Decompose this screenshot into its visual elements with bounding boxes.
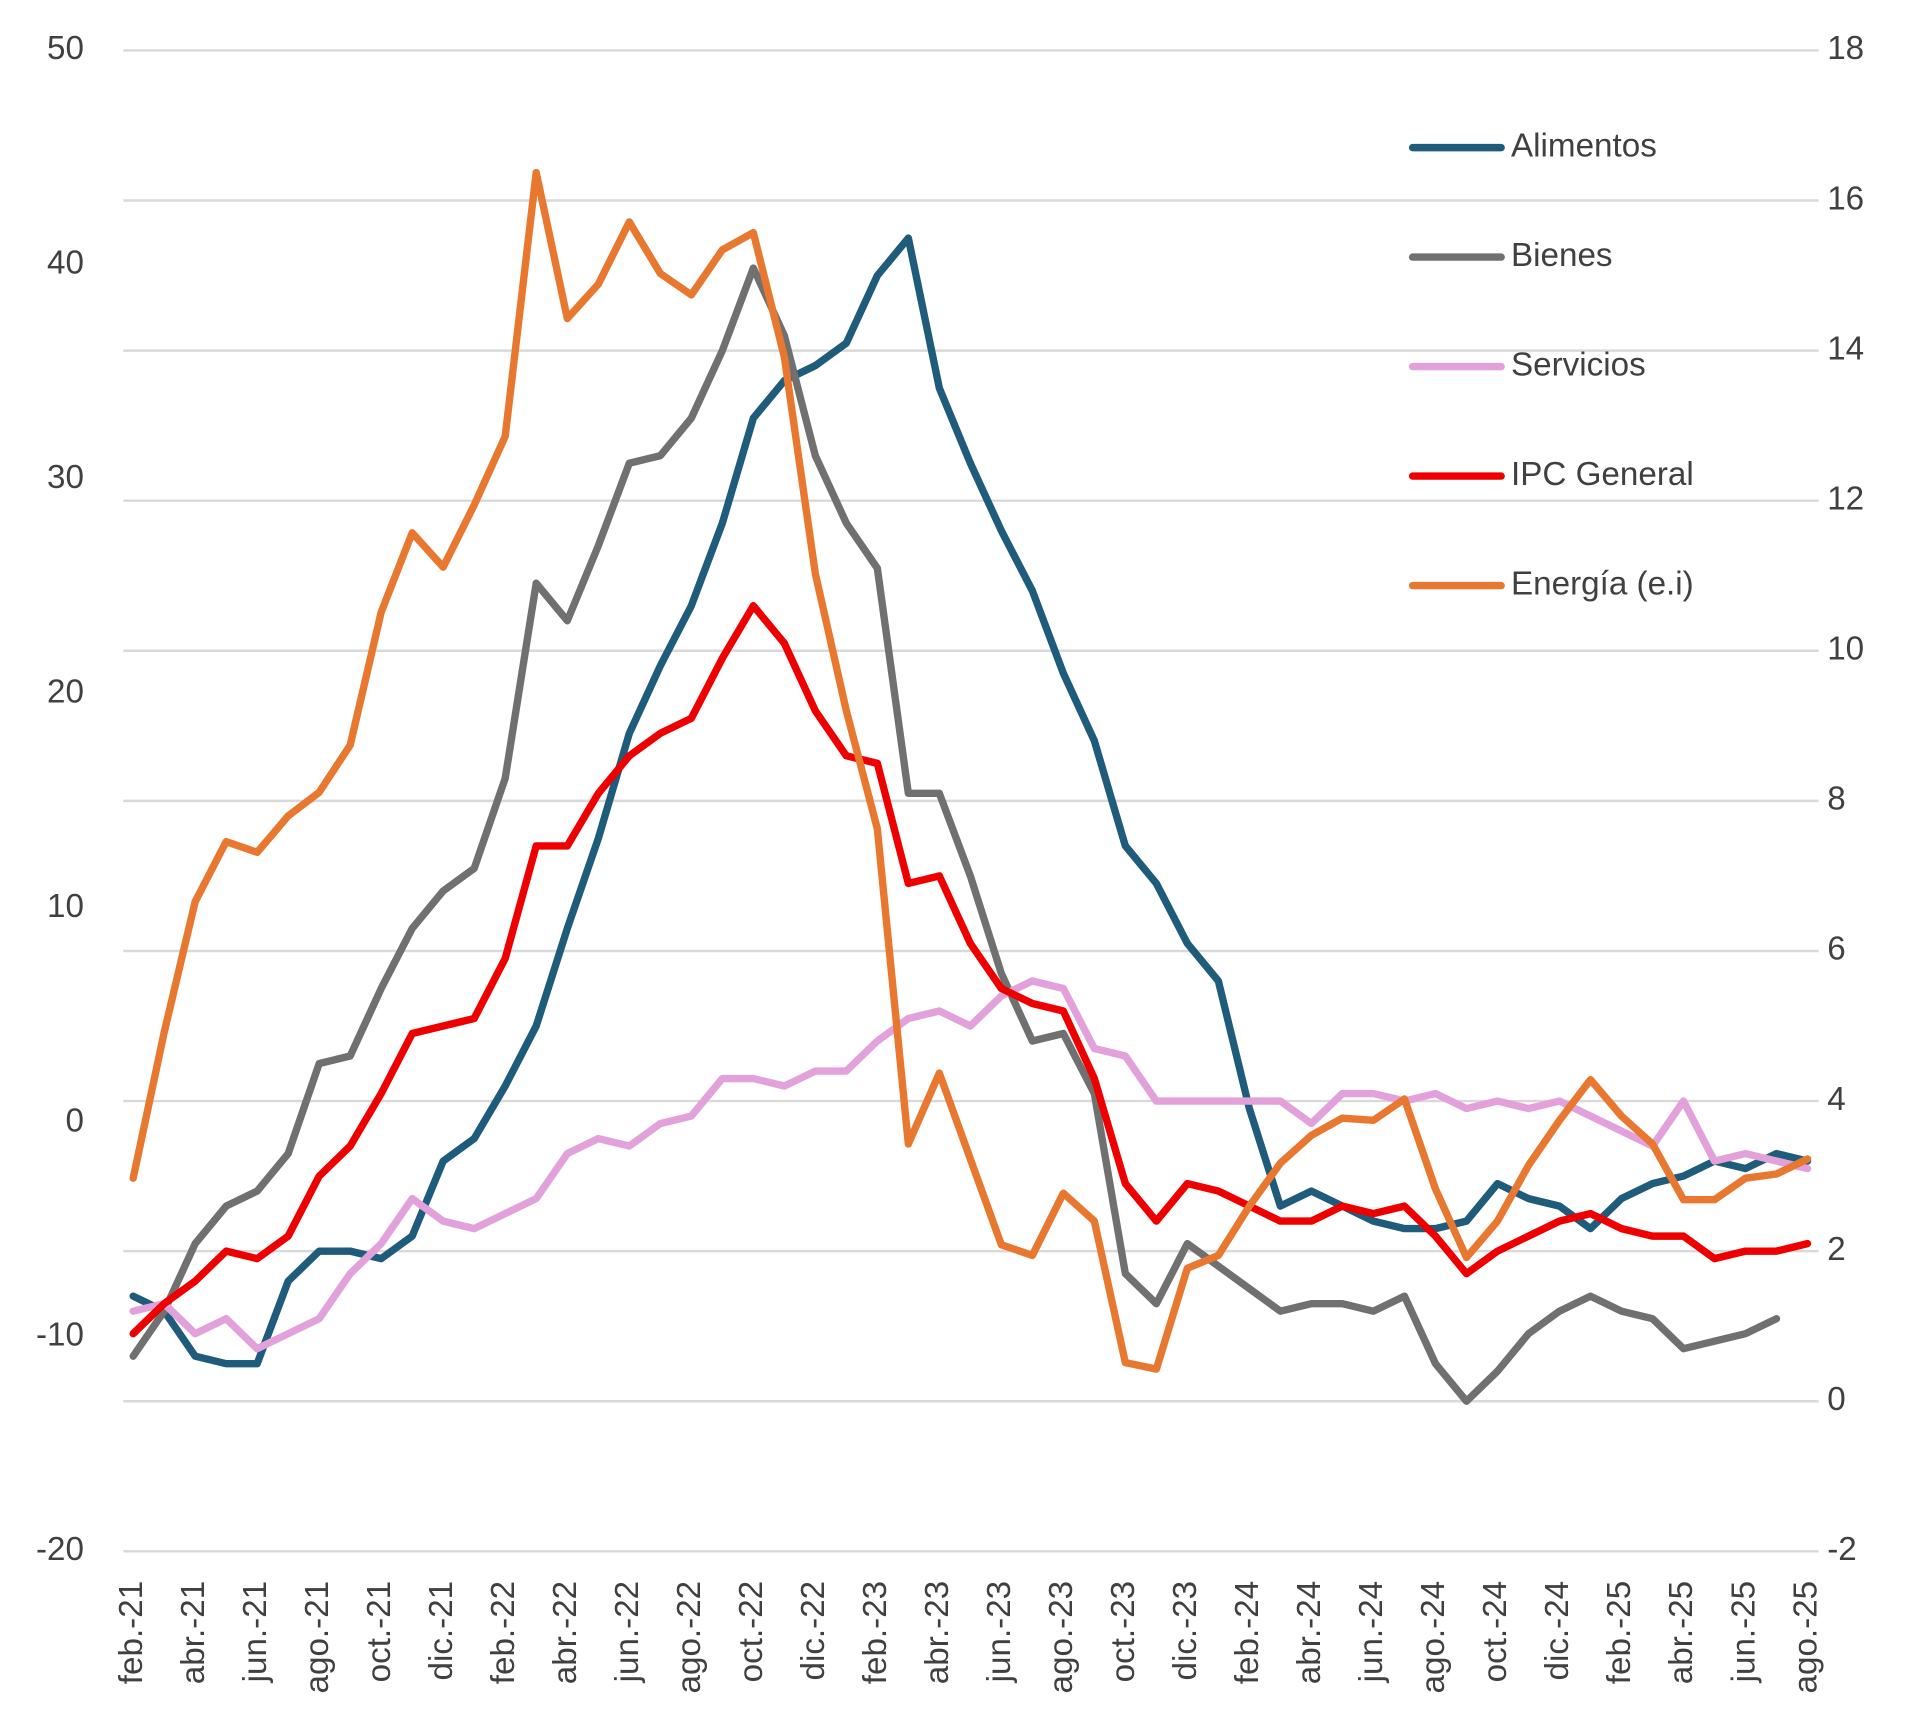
- x-tick-label: feb.-23: [857, 1581, 894, 1684]
- x-tick-label: dic.-24: [1539, 1581, 1576, 1681]
- x-tick-label: dic.-21: [423, 1581, 460, 1681]
- y2-tick-label: 12: [1827, 480, 1864, 517]
- y2-tick-label: 16: [1827, 180, 1864, 217]
- x-tick-label: jun.-21: [237, 1581, 274, 1684]
- legend-label: Alimentos: [1511, 127, 1657, 164]
- x-tick-label: abr.-24: [1291, 1581, 1328, 1684]
- x-tick-label: ago.-22: [671, 1581, 708, 1694]
- x-tick-label: dic.-22: [795, 1581, 832, 1681]
- legend-label: Energía (e.i): [1511, 565, 1694, 602]
- x-tick-label: ago.-24: [1415, 1581, 1452, 1694]
- y2-tick-label: 4: [1827, 1081, 1845, 1118]
- x-tick-label: feb.-25: [1601, 1581, 1638, 1684]
- y2-tick-label: 2: [1827, 1231, 1845, 1268]
- y-tick-label: 0: [65, 1102, 83, 1139]
- x-tick-label: oct.-22: [733, 1581, 770, 1683]
- y2-tick-label: 14: [1827, 330, 1864, 367]
- x-tick-label: dic.-23: [1167, 1581, 1204, 1681]
- y2-tick-label: 0: [1827, 1381, 1845, 1418]
- x-tick-label: jun.-23: [981, 1581, 1018, 1684]
- x-tick-label: oct.-24: [1477, 1581, 1514, 1683]
- series-line: [129, 234, 1812, 1368]
- series-line: [129, 168, 1812, 1373]
- y2-tick-label: 18: [1827, 30, 1864, 67]
- x-tick-label: abr.-23: [919, 1581, 956, 1684]
- y-tick-label: 10: [47, 888, 84, 925]
- x-tick-label: ago.-23: [1043, 1581, 1080, 1694]
- x-tick-label: jun.-25: [1725, 1581, 1762, 1684]
- y-tick-label: -20: [36, 1531, 84, 1568]
- y2-tick-label: 6: [1827, 931, 1845, 968]
- x-tick-label: oct.-21: [361, 1581, 398, 1683]
- x-tick-label: jun.-22: [609, 1581, 646, 1684]
- y2-tick-label: 8: [1827, 781, 1845, 818]
- series-line: [129, 602, 1812, 1338]
- y-tick-label: 30: [47, 459, 84, 496]
- y2-tick-label: 10: [1827, 631, 1864, 668]
- y-tick-label: 50: [47, 30, 84, 67]
- y-tick-label: 40: [47, 245, 84, 282]
- x-tick-label: oct.-23: [1105, 1581, 1142, 1683]
- x-tick-label: feb.-24: [1229, 1581, 1266, 1684]
- y2-tick-label: -2: [1827, 1531, 1857, 1568]
- x-tick-label: abr.-22: [547, 1581, 584, 1684]
- x-tick-label: feb.-21: [113, 1581, 150, 1684]
- series-line: [129, 264, 1781, 1405]
- x-tick-label: abr.-25: [1663, 1581, 1700, 1684]
- legend-label: Bienes: [1511, 237, 1613, 274]
- y-tick-label: -10: [36, 1317, 84, 1354]
- x-tick-label: abr.-21: [175, 1581, 212, 1684]
- y-tick-label: 20: [47, 673, 84, 710]
- x-tick-label: ago.-21: [299, 1581, 336, 1694]
- legend-label: IPC General: [1511, 456, 1694, 493]
- series-line: [129, 977, 1812, 1353]
- x-tick-label: ago.-25: [1787, 1581, 1824, 1694]
- legend-label: Servicios: [1511, 346, 1646, 383]
- x-tick-label: jun.-24: [1353, 1581, 1390, 1684]
- x-tick-label: feb.-22: [485, 1581, 522, 1684]
